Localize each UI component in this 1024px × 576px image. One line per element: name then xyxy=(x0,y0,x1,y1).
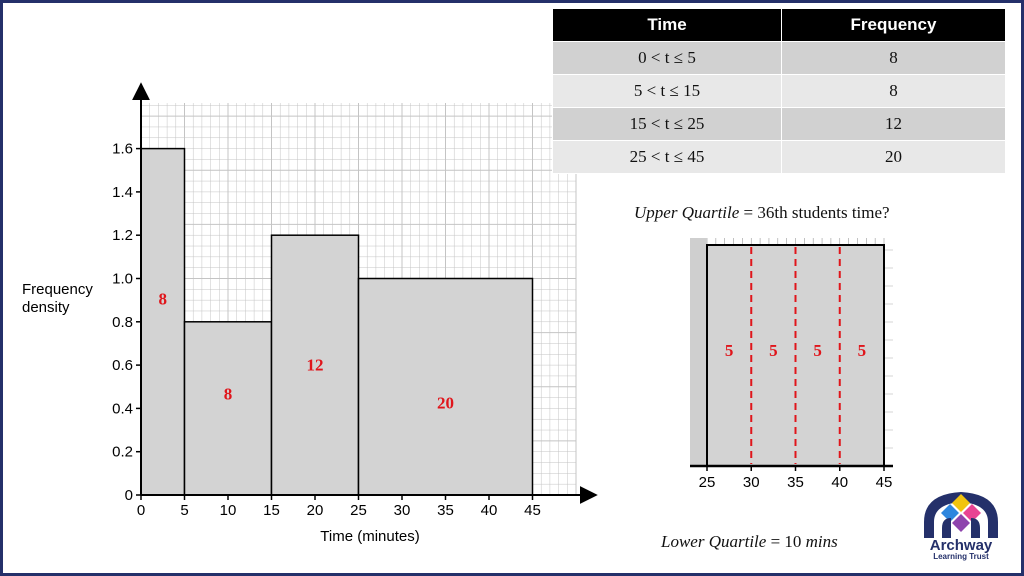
y-tick-label: 0.2 xyxy=(112,444,133,461)
table-row: 5 < t ≤ 15 8 xyxy=(552,74,1006,108)
y-tick-label: 0.8 xyxy=(112,314,133,331)
x-tick-label: 0 xyxy=(137,502,145,519)
histogram-bar xyxy=(270,234,360,496)
x-tick-label: 40 xyxy=(481,502,498,519)
table-row: 0 < t ≤ 5 8 xyxy=(552,41,1006,75)
archway-logo: Archway Learning Trust xyxy=(918,488,1004,566)
lower-quartile-note: Lower Quartile = 10 mins xyxy=(661,532,838,552)
logo-subtitle: Learning Trust xyxy=(933,552,989,561)
detail-segment-label: 5 xyxy=(858,341,867,360)
x-tick-label: 5 xyxy=(180,502,188,519)
y-tick-label: 0 xyxy=(125,487,133,504)
upper-quartile-equation: = 36th students time? xyxy=(739,203,890,222)
x-tick-label: 25 xyxy=(350,502,367,519)
time-cell: 0 < t ≤ 5 xyxy=(552,41,782,75)
y-tick-label: 1.0 xyxy=(112,271,133,288)
time-cell: 5 < t ≤ 15 xyxy=(552,74,782,108)
x-tick-label: 15 xyxy=(263,502,280,519)
frequency-table: Time Frequency 0 < t ≤ 5 8 5 < t ≤ 15 8 … xyxy=(552,8,1006,174)
frequency-cell: 8 xyxy=(781,74,1006,108)
detail-axis-ticks: 25 30 35 40 45 xyxy=(699,466,893,491)
upper-quartile-note: Upper Quartile = 36th students time? xyxy=(634,203,890,223)
x-axis-title: Time (minutes) xyxy=(320,528,419,545)
detail-x-tick-label: 35 xyxy=(787,474,804,491)
detail-left-strip xyxy=(690,238,707,466)
y-tick-label: 0.6 xyxy=(112,357,133,374)
x-tick-label: 30 xyxy=(394,502,411,519)
detail-segment-label: 5 xyxy=(725,341,734,360)
time-cell: 15 < t ≤ 25 xyxy=(552,107,782,141)
histogram-bar xyxy=(183,321,273,496)
table-row: 25 < t ≤ 45 20 xyxy=(552,140,1006,174)
bar-frequency-label: 8 xyxy=(159,289,168,308)
detail-segment-labels: 5 5 5 5 xyxy=(725,341,866,360)
frequency-cell: 12 xyxy=(781,107,1006,141)
time-cell: 25 < t ≤ 45 xyxy=(552,140,782,174)
bar-frequency-labels: 8 8 12 20 xyxy=(159,289,455,412)
detail-x-tick-label: 30 xyxy=(743,474,760,491)
x-tick-label: 10 xyxy=(220,502,237,519)
detail-segment-label: 5 xyxy=(813,341,822,360)
y-axis-title-word: density xyxy=(22,299,70,316)
histogram-bars xyxy=(140,147,534,496)
lower-quartile-label: Lower Quartile xyxy=(661,532,767,551)
y-tick-label: 0.4 xyxy=(112,400,133,417)
logo-name: Archway xyxy=(929,537,993,554)
x-tick-label: 20 xyxy=(307,502,324,519)
histogram-bar xyxy=(140,147,186,496)
bar-frequency-label: 20 xyxy=(437,393,454,412)
bar-frequency-label: 12 xyxy=(307,355,324,374)
detail-x-tick-label: 25 xyxy=(699,474,716,491)
lower-quartile-equation: = 10 xyxy=(766,532,806,551)
y-tick-label: 1.6 xyxy=(112,141,133,158)
archway-arch-icon xyxy=(924,492,998,538)
bar-frequency-label: 8 xyxy=(224,385,233,404)
y-axis-title-line1: Frequency density xyxy=(22,281,93,316)
frequency-cell: 20 xyxy=(781,140,1006,174)
x-tick-label: 35 xyxy=(437,502,454,519)
header-time: Time xyxy=(552,8,782,42)
detail-x-tick-label: 45 xyxy=(876,474,893,491)
histogram-bar xyxy=(357,277,534,496)
detail-segment-label: 5 xyxy=(769,341,778,360)
axis-ticks: 0 5 10 15 20 25 30 35 40 45 0 0.2 0.4 0.6 0.8 1.0 1.2 1.4… xyxy=(112,141,541,519)
header-frequency: Frequency xyxy=(781,8,1006,42)
upper-quartile-label: Upper Quartile xyxy=(634,203,740,222)
x-tick-label: 45 xyxy=(524,502,541,519)
table-row: 15 < t ≤ 25 12 xyxy=(552,107,1006,141)
y-tick-label: 1.4 xyxy=(112,184,133,201)
detail-dividers xyxy=(750,247,841,464)
lower-quartile-unit: mins xyxy=(805,532,838,551)
y-axis-title-word: Frequency xyxy=(22,281,93,298)
detail-x-tick-label: 40 xyxy=(831,474,848,491)
y-tick-label: 1.2 xyxy=(112,227,133,244)
frequency-cell: 8 xyxy=(781,41,1006,75)
